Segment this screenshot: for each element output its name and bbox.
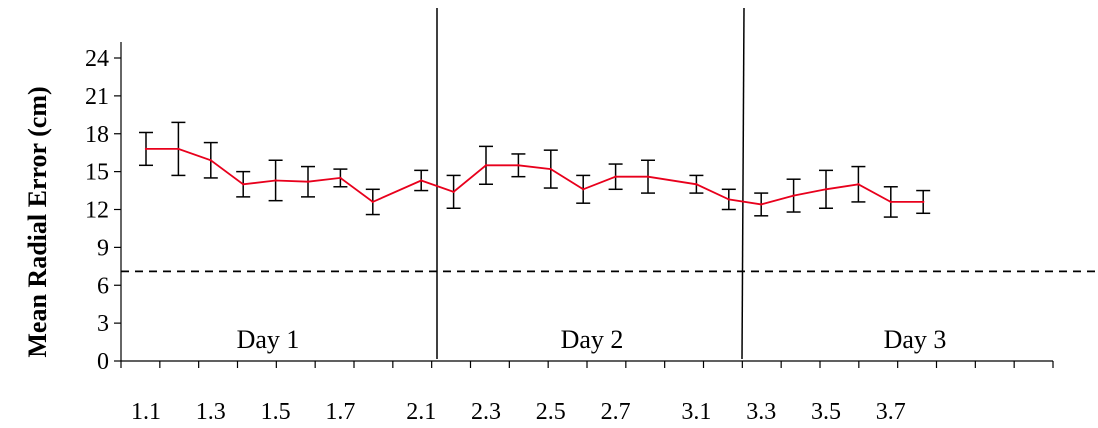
y-tick-label: 18 [85,122,109,148]
x-tick-label: 1.3 [196,399,226,425]
y-tick-label: 24 [85,46,109,72]
y-tick-label: 9 [97,235,109,261]
data-point [517,164,520,167]
x-tick-label: 2.7 [601,399,631,425]
data-point [177,147,180,151]
error-bars [139,121,931,218]
x-tick-label: 2.1 [406,399,436,425]
day-divider-line [741,7,745,360]
data-point [792,194,795,197]
data-point [857,183,860,186]
day-label-1: Day 1 [237,325,300,354]
data-point [646,175,650,178]
series [144,147,925,206]
data-point [695,183,698,186]
data-point [144,147,148,151]
x-tick-label: 3.3 [746,399,776,425]
chart-text: Mean Radial Error (cm) Day 1 Day 2 Day 3 [23,86,946,357]
data-point [824,188,828,191]
series-line [146,147,924,206]
x-tick-label: 1.5 [261,399,291,425]
y-tick-label: 12 [85,198,109,224]
data-point [582,188,585,191]
data-point [889,200,892,204]
y-tick-label: 0 [97,349,109,375]
data-point [922,200,925,204]
data-point [306,180,310,183]
x-tick-label: 3.5 [811,399,841,425]
y-axis-label: Mean Radial Error (cm) [23,86,52,357]
axes: 0 3 6 9 12 15 18 21 24 1.1 1.3 1.5 1.7 2.1 2.3 2.5 2.7 3.… [85,42,1054,425]
y-tick-label: 6 [97,273,109,299]
data-point [549,167,552,171]
data-point [339,176,342,180]
y-tick-label: 21 [85,84,109,110]
y-tick-label: 15 [85,160,109,186]
x-tick-label: 2.5 [536,399,566,425]
x-tick-label: 1.7 [325,399,355,425]
data-point [209,159,212,162]
data-point [452,190,455,194]
day-label-3: Day 3 [884,325,947,354]
data-point [484,164,488,167]
x-tick-label: 3.7 [876,399,906,425]
x-tick-label: 2.3 [471,399,501,425]
data-point [242,183,245,186]
day-label-2: Day 2 [561,325,624,354]
x-tick-label: 3.1 [681,399,711,425]
data-point [760,203,763,206]
data-point [371,200,374,204]
data-point [614,175,617,178]
data-point [727,198,730,201]
data-point [420,179,423,182]
day-dividers [436,7,745,360]
data-point [274,179,277,182]
y-tick-label: 3 [97,311,109,337]
x-tick-label: 1.1 [131,399,161,425]
